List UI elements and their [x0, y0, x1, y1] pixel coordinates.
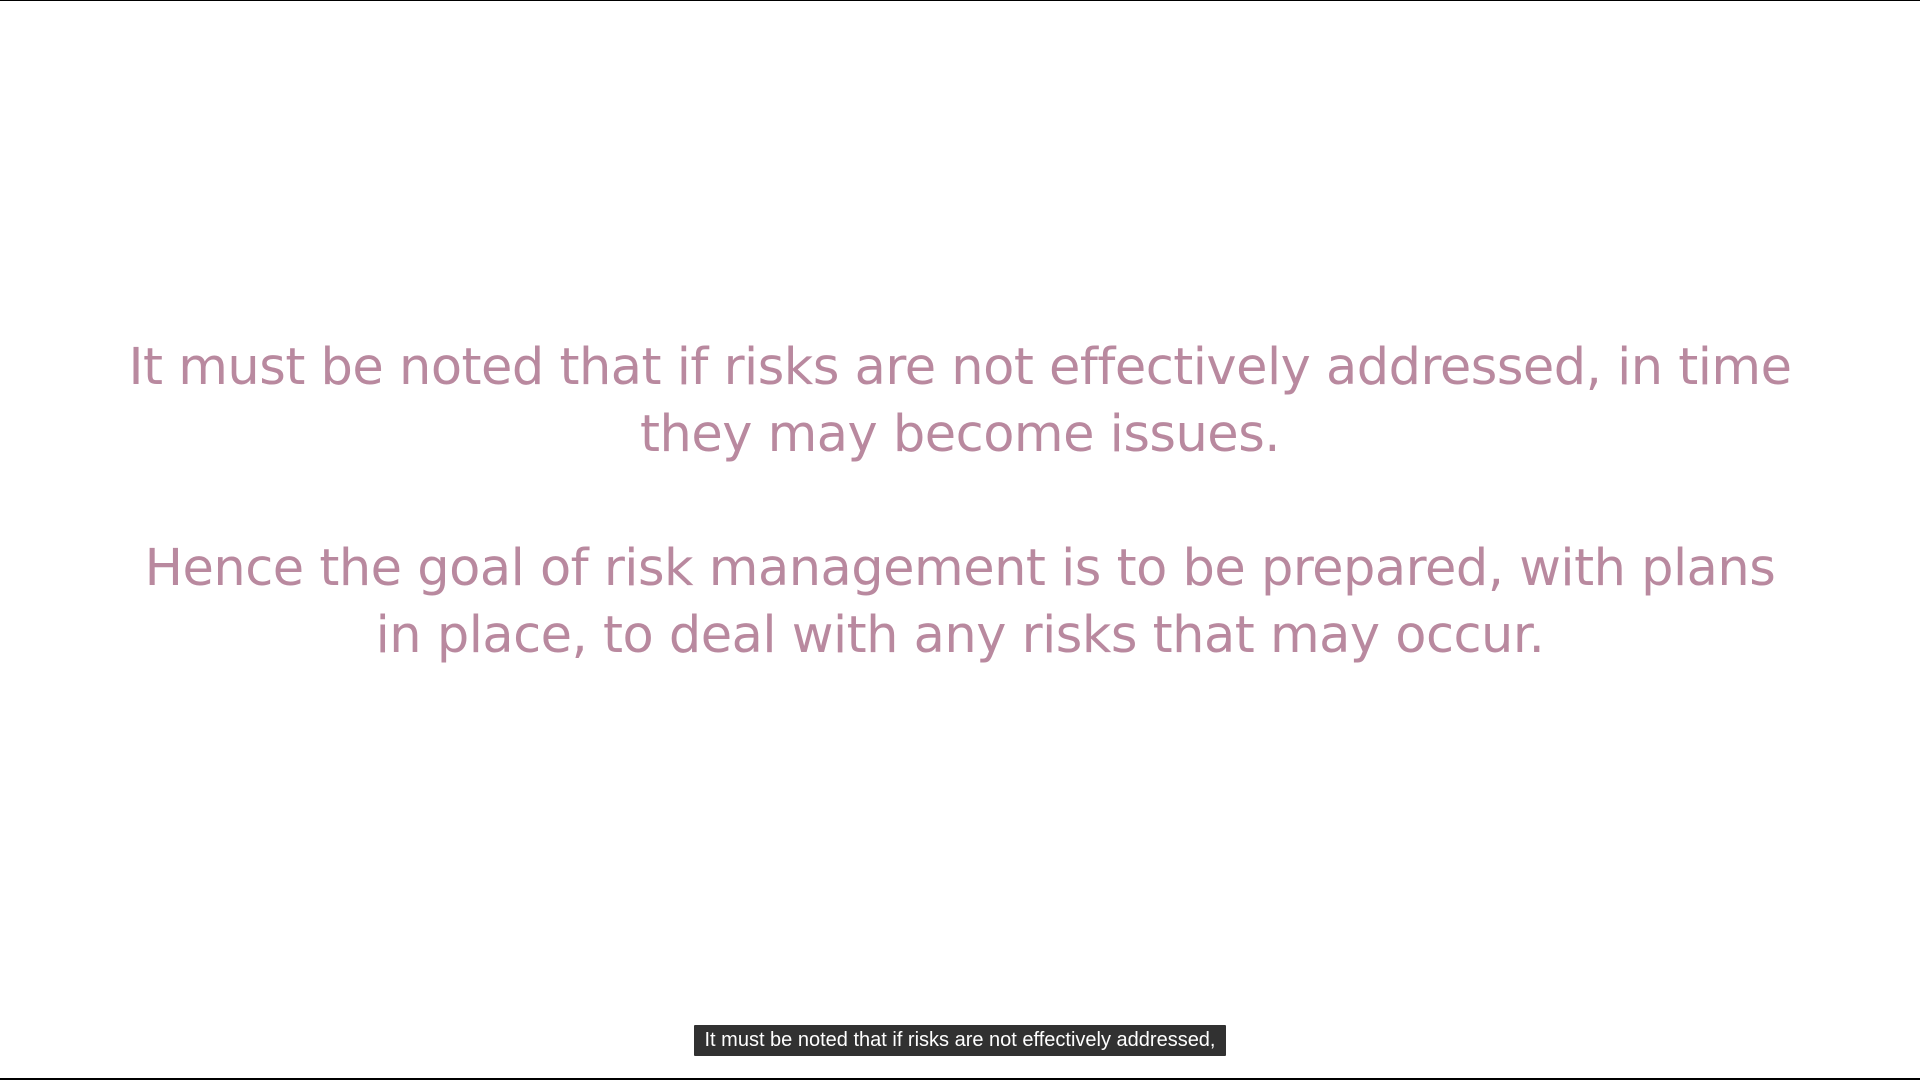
slide-paragraph-risks-issues: It must be noted that if risks are not e…	[128, 338, 1793, 464]
subtitle-caption: It must be noted that if risks are not e…	[694, 1025, 1226, 1056]
slide-paragraph-risk-management-goal: Hence the goal of risk management is to …	[144, 539, 1776, 665]
caption-bar: It must be noted that if risks are not e…	[0, 1025, 1920, 1056]
